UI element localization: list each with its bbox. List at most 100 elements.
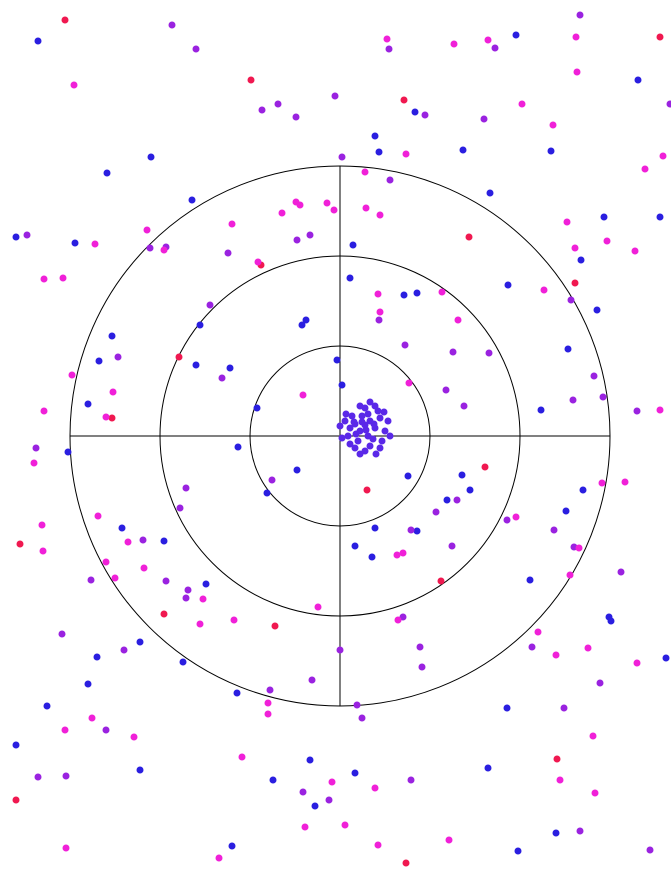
point — [562, 507, 570, 515]
point — [325, 796, 333, 804]
point — [23, 231, 31, 239]
point — [348, 412, 356, 420]
point — [633, 407, 641, 415]
point — [341, 417, 349, 425]
point — [176, 504, 184, 512]
point — [269, 776, 277, 784]
point — [94, 512, 102, 520]
point — [12, 233, 20, 241]
point — [196, 321, 204, 329]
point — [344, 432, 352, 440]
point — [448, 542, 456, 550]
point — [346, 274, 354, 282]
point — [593, 306, 601, 314]
point — [384, 417, 392, 425]
point — [577, 256, 585, 264]
point — [569, 396, 577, 404]
point — [330, 206, 338, 214]
point — [600, 213, 608, 221]
point — [108, 332, 116, 340]
point — [603, 237, 611, 245]
point — [514, 847, 522, 855]
point — [160, 246, 168, 254]
point — [87, 576, 95, 584]
point — [341, 821, 349, 829]
point — [147, 153, 155, 161]
point — [192, 45, 200, 53]
point — [371, 784, 379, 792]
point — [298, 321, 306, 329]
point — [381, 427, 389, 435]
point — [526, 576, 534, 584]
point — [84, 680, 92, 688]
point — [631, 247, 639, 255]
point — [182, 484, 190, 492]
point — [108, 414, 116, 422]
point — [111, 574, 119, 582]
point — [68, 371, 76, 379]
point — [349, 241, 357, 249]
point — [442, 386, 450, 394]
point — [376, 444, 384, 452]
point — [656, 33, 664, 41]
point — [160, 610, 168, 618]
point — [93, 653, 101, 661]
point — [634, 76, 642, 84]
point — [264, 710, 272, 718]
point — [114, 353, 122, 361]
point — [518, 100, 526, 108]
point — [607, 617, 615, 625]
point — [139, 536, 147, 544]
point — [30, 459, 38, 467]
point — [12, 741, 20, 749]
point — [120, 646, 128, 654]
point — [576, 827, 584, 835]
point — [656, 406, 664, 414]
point — [228, 842, 236, 850]
point — [103, 169, 111, 177]
point — [413, 289, 421, 297]
point — [358, 412, 366, 420]
point — [109, 388, 117, 396]
point — [371, 524, 379, 532]
point — [572, 33, 580, 41]
point — [573, 68, 581, 76]
point — [617, 568, 625, 576]
point — [418, 663, 426, 671]
point — [503, 704, 511, 712]
point — [458, 471, 466, 479]
point — [485, 349, 493, 357]
point — [353, 701, 361, 709]
point — [432, 508, 440, 516]
point — [296, 201, 304, 209]
point — [71, 239, 79, 247]
point — [88, 714, 96, 722]
point — [503, 516, 511, 524]
point — [102, 558, 110, 566]
point — [579, 486, 587, 494]
point — [553, 755, 561, 763]
point — [199, 595, 207, 603]
point — [356, 450, 364, 458]
point — [202, 580, 210, 588]
point — [662, 654, 670, 662]
point — [224, 249, 232, 257]
point — [192, 361, 200, 369]
point — [228, 220, 236, 228]
point — [356, 402, 364, 410]
point — [407, 526, 415, 534]
point — [338, 153, 346, 161]
point — [299, 391, 307, 399]
point — [598, 479, 606, 487]
point — [124, 538, 132, 546]
point — [293, 236, 301, 244]
point — [576, 11, 584, 19]
point — [350, 418, 358, 426]
point — [266, 686, 274, 694]
point — [437, 577, 445, 585]
point — [386, 432, 394, 440]
point — [575, 544, 583, 552]
point — [590, 372, 598, 380]
point — [383, 35, 391, 43]
